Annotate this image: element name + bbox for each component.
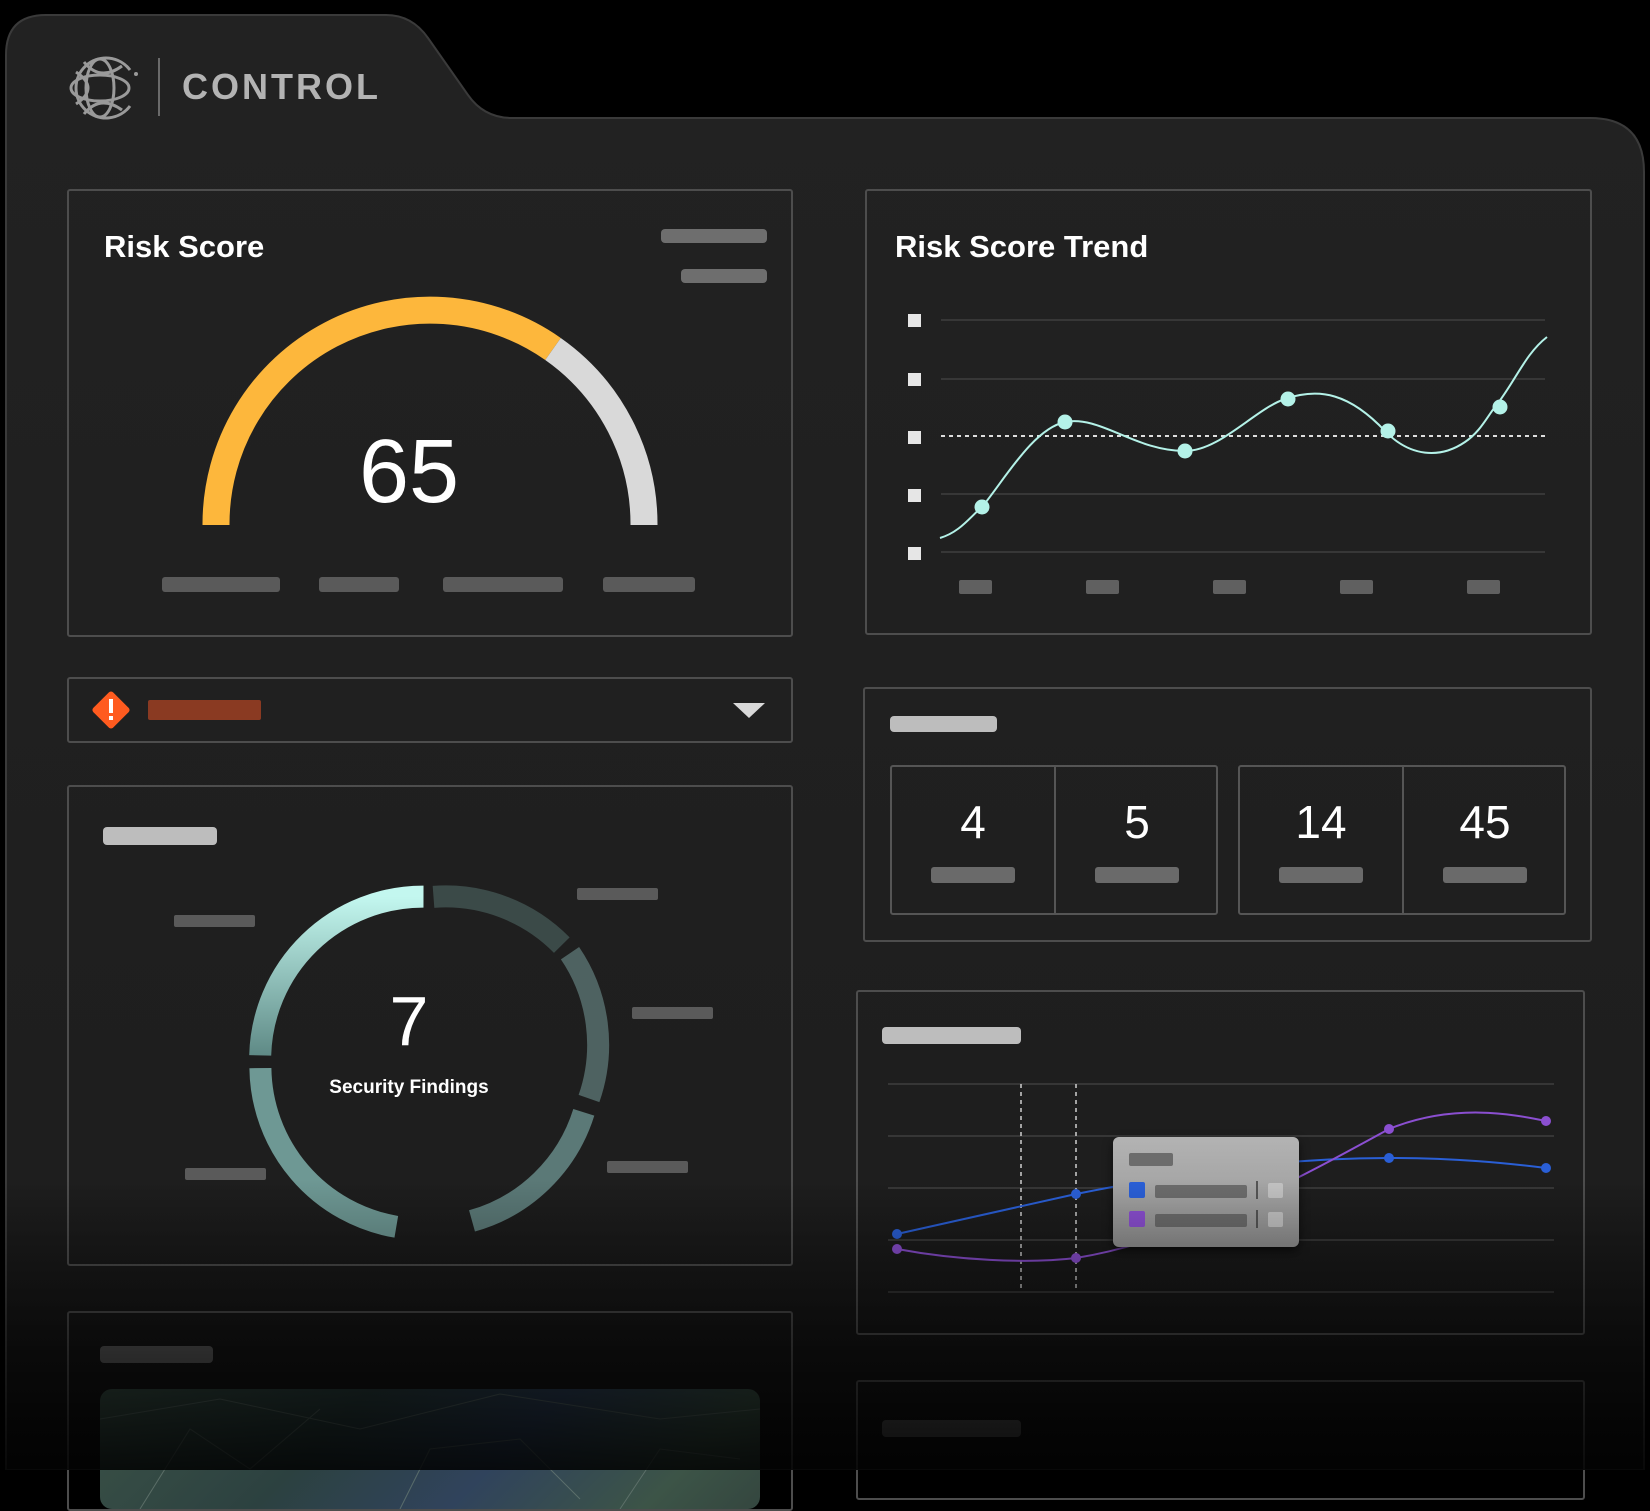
alert-label-bar <box>148 700 261 720</box>
x-tick-label <box>1467 580 1500 594</box>
stat-group: 4 5 <box>890 765 1218 915</box>
map-panel <box>67 1311 793 1511</box>
purple-series-point <box>892 1244 902 1254</box>
trend-line <box>939 336 1548 539</box>
gauge-legend-bar <box>443 577 563 592</box>
donut-legend-bar <box>577 888 658 900</box>
dashboard-window: CONTROL Risk Score 65 Risk Score Trend <box>0 14 1650 1511</box>
panel-title-bar <box>100 1346 213 1363</box>
panel-control-bar[interactable] <box>681 269 767 283</box>
tooltip-label-bar <box>1155 1185 1247 1198</box>
chevron-down-icon[interactable] <box>731 701 767 721</box>
y-tick-label <box>908 314 921 327</box>
comparison-chart-panel <box>856 990 1585 1335</box>
stats-panel: 4 5 14 45 <box>863 687 1592 942</box>
risk-score-trend-title: Risk Score Trend <box>895 229 1149 264</box>
risk-score-gauge <box>202 296 658 526</box>
panel-title-bar <box>882 1027 1021 1044</box>
purple-series-point <box>1071 1253 1081 1263</box>
donut-legend-bar <box>174 915 255 927</box>
x-tick-label <box>1086 580 1119 594</box>
tooltip-label-bar <box>1155 1214 1247 1227</box>
stat-value: 45 <box>1459 796 1511 848</box>
security-findings-panel: 7 Security Findings <box>67 785 793 1266</box>
panel-title-bar <box>882 1420 1021 1437</box>
x-tick-label <box>1213 580 1246 594</box>
stat-label-bar <box>1279 867 1363 883</box>
trend-point <box>1380 423 1396 439</box>
stat-cell: 14 <box>1240 767 1404 913</box>
y-tick-label <box>908 373 921 386</box>
risk-score-title: Risk Score <box>104 229 265 264</box>
donut-legend-bar <box>607 1161 688 1173</box>
trend-point <box>1177 443 1193 459</box>
purple-series-point <box>1541 1116 1551 1126</box>
y-tick-label <box>908 431 921 444</box>
header-divider <box>158 58 160 116</box>
tooltip-value-bar <box>1268 1183 1283 1198</box>
risk-score-value: 65 <box>358 422 460 522</box>
gauge-legend-bar <box>319 577 399 592</box>
donut-legend-bar <box>632 1007 713 1019</box>
risk-score-trend-chart <box>908 314 1548 594</box>
stat-label-bar <box>931 867 1015 883</box>
warning-diamond-icon <box>92 691 130 729</box>
tooltip-value-bar <box>1268 1212 1283 1227</box>
crescent-globe-logo-icon <box>69 56 138 120</box>
stat-cell: 4 <box>892 767 1056 913</box>
stat-cell: 5 <box>1056 767 1218 913</box>
y-tick-label <box>908 547 921 560</box>
tooltip-title-bar <box>1129 1153 1173 1166</box>
purple-series-point <box>1384 1124 1394 1134</box>
security-findings-donut <box>174 885 713 1238</box>
purple-series-swatch-icon <box>1129 1211 1145 1227</box>
blue-series-point <box>1541 1163 1551 1173</box>
blue-series-swatch-icon <box>1129 1182 1145 1198</box>
stat-cell: 45 <box>1404 767 1566 913</box>
app-header: CONTROL <box>64 52 404 124</box>
findings-count: 7 <box>389 982 429 1060</box>
gauge-legend-bar <box>162 577 280 592</box>
x-tick-label <box>959 580 992 594</box>
alert-dropdown[interactable] <box>67 677 793 743</box>
stat-value: 5 <box>1124 796 1150 848</box>
stat-label-bar <box>1443 867 1527 883</box>
donut-legend-bar <box>185 1168 266 1180</box>
stat-label-bar <box>1095 867 1179 883</box>
blue-series-point <box>892 1229 902 1239</box>
panel-title-bar <box>103 827 217 845</box>
bottom-panel <box>856 1380 1585 1500</box>
trend-point <box>1492 399 1508 415</box>
x-tick-label <box>1340 580 1373 594</box>
risk-score-panel: Risk Score 65 <box>67 189 793 637</box>
brand-name: CONTROL <box>182 66 381 107</box>
blue-series-point <box>1384 1153 1394 1163</box>
stat-value: 14 <box>1295 796 1347 848</box>
stat-group: 14 45 <box>1238 765 1566 915</box>
blue-series-point <box>1071 1189 1081 1199</box>
chart-tooltip <box>1113 1137 1299 1247</box>
trend-point <box>974 499 990 515</box>
trend-point <box>1057 414 1073 430</box>
y-tick-label <box>908 489 921 502</box>
gauge-legend-bar <box>603 577 695 592</box>
findings-label: Security Findings <box>329 1077 489 1098</box>
tooltip-separator <box>1256 1181 1258 1199</box>
stat-value: 4 <box>960 796 986 848</box>
risk-score-trend-panel: Risk Score Trend <box>865 189 1592 635</box>
tooltip-separator <box>1256 1210 1258 1228</box>
panel-control-bar[interactable] <box>661 229 767 243</box>
panel-title-bar <box>890 716 997 732</box>
trend-point <box>1280 391 1296 407</box>
map-roads <box>100 1393 760 1509</box>
map-thumbnail[interactable] <box>100 1389 760 1509</box>
